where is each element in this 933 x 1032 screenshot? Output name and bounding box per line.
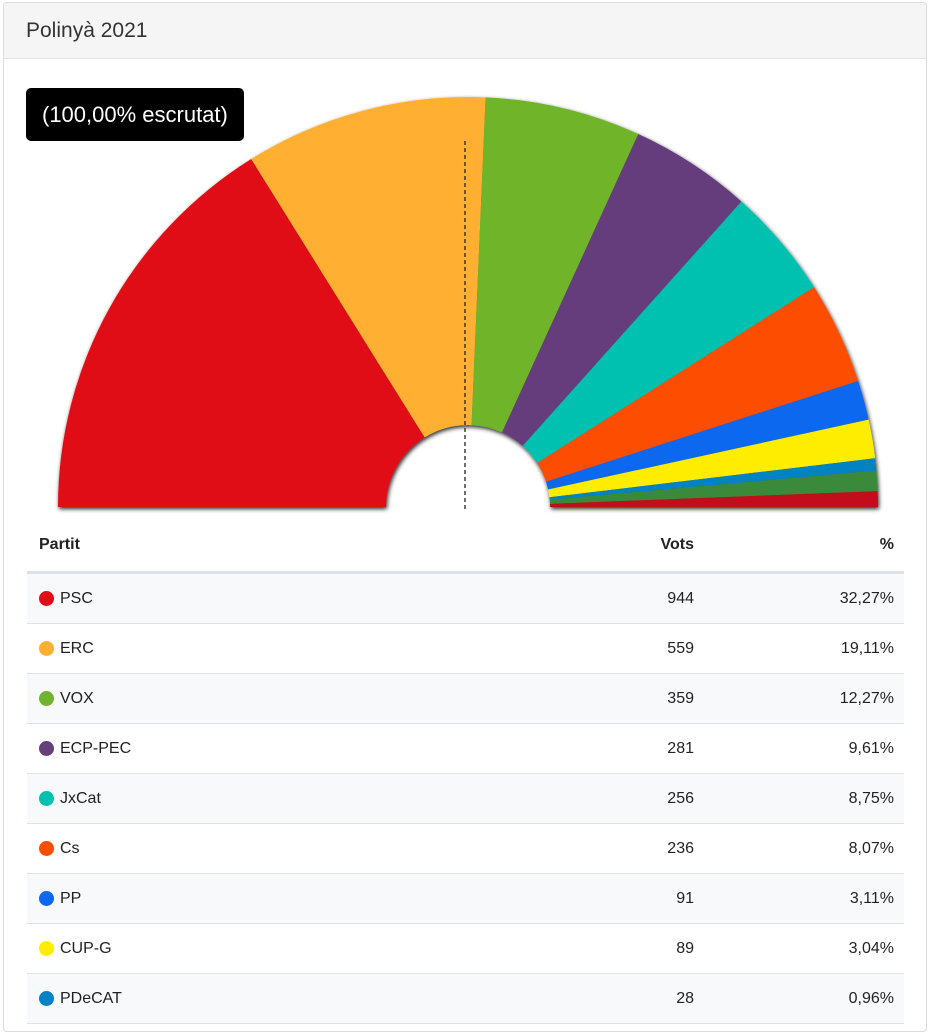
table-header-row: Partit Vots % (27, 519, 904, 574)
party-name: Cs (60, 839, 80, 857)
votes-cell: 359 (494, 673, 694, 724)
party-cell: PP (27, 873, 494, 924)
party-color-dot-icon (39, 591, 54, 606)
party-name: ERC (60, 639, 94, 657)
percent-cell: 32,27% (694, 572, 904, 624)
party-name: PSC (60, 589, 93, 607)
party-color-dot-icon (39, 691, 54, 706)
party-label: PSC (27, 590, 494, 608)
votes-cell: 944 (494, 572, 694, 624)
percent-cell: 8,75% (694, 773, 904, 824)
party-label: JxCat (27, 790, 494, 808)
header-percent: % (694, 519, 904, 574)
results-panel: Polinyà 2021 (100,00% escrutat) Partit V… (3, 2, 927, 1032)
slice-ecp-pec[interactable] (502, 134, 742, 446)
slice-vox[interactable] (471, 97, 639, 433)
votes-cell: 236 (494, 823, 694, 874)
table-row: ERC 559 19,11% (27, 623, 904, 674)
party-cell: PSC (27, 572, 494, 624)
hemicycle-svg (58, 97, 878, 511)
party-label: ERC (27, 640, 494, 658)
party-name: CUP-G (60, 939, 112, 957)
party-color-dot-icon (39, 841, 54, 856)
party-label: PP (27, 890, 494, 908)
party-cell: JxCat (27, 773, 494, 824)
party-name: JxCat (60, 789, 101, 807)
party-label: PDeCAT (27, 990, 494, 1008)
votes-cell: 281 (494, 723, 694, 774)
percent-cell: 9,61% (694, 723, 904, 774)
chart-slices (58, 97, 878, 507)
votes-cell: 256 (494, 773, 694, 824)
slice-pdecat[interactable] (549, 458, 877, 500)
party-name: PDeCAT (60, 989, 122, 1007)
party-label: ECP-PEC (27, 740, 494, 758)
party-color-dot-icon (39, 641, 54, 656)
header-votes: Vots (494, 519, 694, 574)
table-row: CUP-G 89 3,04% (27, 923, 904, 974)
votes-cell: 89 (494, 923, 694, 974)
party-cell: VOX (27, 673, 494, 724)
percent-cell: 12,27% (694, 673, 904, 724)
slice-other-2[interactable] (549, 491, 878, 507)
table-row: VOX 359 12,27% (27, 673, 904, 724)
party-cell: CUP-G (27, 923, 494, 974)
percent-cell: 8,07% (694, 823, 904, 874)
percent-cell: 0,96% (694, 973, 904, 1024)
percent-cell: 19,11% (694, 623, 904, 674)
votes-cell: 91 (494, 873, 694, 924)
percent-cell: 3,11% (694, 873, 904, 924)
party-label: VOX (27, 690, 494, 708)
slice-jxcat[interactable] (522, 201, 815, 464)
results-table: Partit Vots % PSC 944 32,27% ERC 559 19,11% VO… (27, 519, 904, 1024)
party-color-dot-icon (39, 891, 54, 906)
slice-psc[interactable] (58, 159, 425, 507)
table-row: PP 91 3,11% (27, 873, 904, 924)
table-row: Cs 236 8,07% (27, 823, 904, 874)
party-name: PP (60, 889, 82, 907)
slice-cs[interactable] (537, 287, 859, 482)
party-cell: ECP-PEC (27, 723, 494, 774)
header-party: Partit (27, 519, 494, 574)
table-row: PSC 944 32,27% (27, 572, 904, 624)
panel-title: Polinyà 2021 (26, 18, 148, 42)
party-cell: Cs (27, 823, 494, 874)
slice-pp[interactable] (546, 380, 869, 490)
party-color-dot-icon (39, 991, 54, 1006)
party-cell: ERC (27, 623, 494, 674)
slice-cup-g[interactable] (548, 419, 876, 498)
slice-other-1[interactable] (549, 470, 878, 504)
slice-erc[interactable] (251, 97, 486, 438)
panel-header: Polinyà 2021 (4, 3, 926, 59)
party-name: VOX (60, 689, 94, 707)
party-name: ECP-PEC (60, 739, 132, 757)
votes-cell: 28 (494, 973, 694, 1024)
party-label: CUP-G (27, 940, 494, 958)
table-row: PDeCAT 28 0,96% (27, 973, 904, 1024)
hemicycle-chart: (100,00% escrutat) (4, 59, 926, 529)
votes-cell: 559 (494, 623, 694, 674)
party-color-dot-icon (39, 791, 54, 806)
table-row: ECP-PEC 281 9,61% (27, 723, 904, 774)
scrutiny-badge: (100,00% escrutat) (26, 88, 244, 141)
party-color-dot-icon (39, 741, 54, 756)
table-row: JxCat 256 8,75% (27, 773, 904, 824)
percent-cell: 3,04% (694, 923, 904, 974)
party-label: Cs (27, 840, 494, 858)
party-color-dot-icon (39, 941, 54, 956)
party-cell: PDeCAT (27, 973, 494, 1024)
